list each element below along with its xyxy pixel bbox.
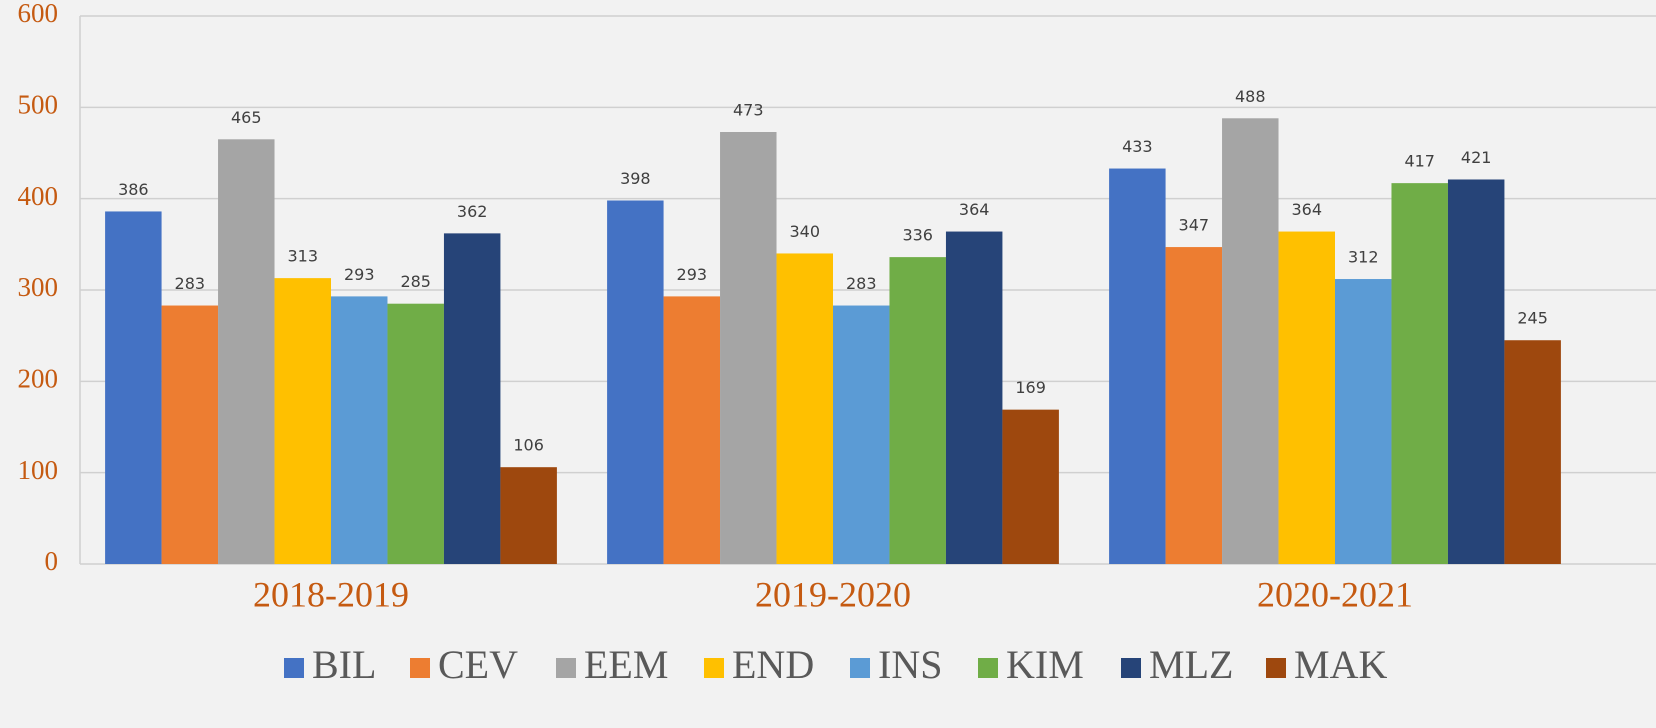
legend-label: KIM — [1006, 642, 1084, 687]
legend-swatch — [850, 658, 870, 678]
legend-label: INS — [878, 642, 942, 687]
data-label: 465 — [231, 108, 262, 127]
legend-swatch — [978, 658, 998, 678]
bar — [1278, 231, 1335, 564]
legend-label: EEM — [584, 642, 668, 687]
y-tick-label: 0 — [45, 546, 59, 576]
bar — [663, 296, 721, 564]
legend-label: MLZ — [1149, 642, 1233, 687]
bar — [443, 233, 501, 564]
legend-swatch — [556, 658, 576, 678]
bar — [607, 200, 664, 564]
data-label: 417 — [1404, 152, 1435, 171]
bar — [833, 305, 890, 564]
data-label: 106 — [513, 436, 544, 455]
bar — [1222, 118, 1279, 564]
bar — [889, 257, 946, 564]
bar — [1391, 183, 1448, 564]
y-tick-label: 400 — [18, 181, 59, 211]
bar — [776, 253, 833, 564]
data-label: 283 — [175, 274, 206, 293]
data-label: 283 — [846, 274, 877, 293]
y-tick-label: 200 — [18, 364, 59, 394]
legend-swatch — [410, 658, 430, 678]
legend-label: END — [732, 642, 814, 687]
data-label: 398 — [620, 169, 651, 188]
bar — [387, 303, 444, 564]
bar — [1165, 247, 1223, 564]
y-tick-label: 500 — [18, 90, 59, 120]
x-tick-label: 2018-2019 — [253, 574, 409, 614]
bar — [1504, 340, 1561, 564]
bar — [274, 278, 331, 564]
legend-label: CEV — [438, 642, 518, 687]
data-label: 386 — [118, 180, 149, 199]
data-label: 488 — [1235, 87, 1266, 106]
bar — [331, 296, 388, 564]
bar — [218, 139, 275, 565]
bar — [1447, 179, 1505, 564]
data-label: 433 — [1122, 137, 1153, 156]
data-label: 313 — [287, 247, 318, 266]
bar — [1109, 168, 1166, 564]
data-label: 347 — [1179, 216, 1210, 235]
data-label: 421 — [1461, 148, 1492, 167]
data-label: 169 — [1015, 378, 1046, 397]
data-label: 285 — [400, 272, 431, 291]
y-tick-label: 600 — [18, 0, 59, 28]
data-label: 473 — [733, 100, 764, 119]
data-label: 364 — [1291, 200, 1322, 219]
y-tick-label: 100 — [18, 455, 59, 485]
legend-swatch — [1266, 658, 1286, 678]
legend-label: MAK — [1294, 642, 1387, 687]
bar — [1335, 279, 1392, 564]
legend-swatch — [284, 658, 304, 678]
legend-swatch — [704, 658, 724, 678]
data-label: 312 — [1348, 248, 1379, 267]
x-tick-label: 2020-2021 — [1257, 574, 1413, 614]
bar — [105, 211, 162, 564]
data-label: 362 — [457, 202, 488, 221]
data-label: 336 — [902, 226, 933, 245]
data-label: 245 — [1517, 309, 1548, 328]
bar — [1002, 409, 1059, 564]
bar — [161, 305, 219, 564]
x-tick-label: 2019-2020 — [755, 574, 911, 614]
bar — [945, 231, 1003, 564]
data-label: 340 — [789, 222, 820, 241]
data-label: 364 — [959, 200, 990, 219]
data-label: 293 — [344, 265, 375, 284]
data-label: 293 — [677, 265, 708, 284]
bar — [500, 467, 557, 564]
bar — [720, 131, 777, 564]
y-tick-label: 300 — [18, 272, 59, 302]
legend-swatch — [1121, 658, 1141, 678]
legend-label: BIL — [312, 642, 376, 687]
